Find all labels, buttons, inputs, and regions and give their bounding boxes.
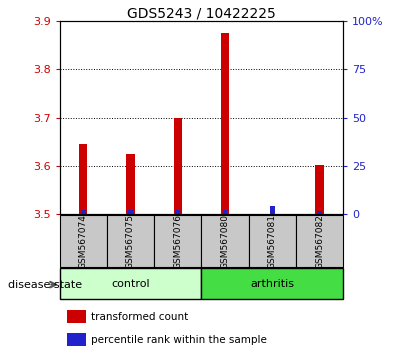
Text: transformed count: transformed count <box>91 312 188 322</box>
Bar <box>154 215 201 267</box>
Text: GSM567081: GSM567081 <box>268 213 277 269</box>
Bar <box>175 210 180 214</box>
Bar <box>223 210 227 214</box>
Text: disease state: disease state <box>8 280 82 290</box>
Text: GSM567080: GSM567080 <box>221 213 229 269</box>
Text: percentile rank within the sample: percentile rank within the sample <box>91 335 267 345</box>
Bar <box>317 211 322 214</box>
Bar <box>79 144 88 214</box>
Text: GSM567074: GSM567074 <box>79 213 88 269</box>
Text: GSM567075: GSM567075 <box>126 213 135 269</box>
Bar <box>107 215 154 267</box>
Text: GSM567082: GSM567082 <box>315 213 324 269</box>
Title: GDS5243 / 10422225: GDS5243 / 10422225 <box>127 6 276 20</box>
Bar <box>60 215 107 267</box>
Bar <box>67 310 86 323</box>
Bar <box>67 333 86 346</box>
Bar <box>201 268 343 299</box>
Text: GSM567076: GSM567076 <box>173 213 182 269</box>
Bar <box>173 118 182 214</box>
Bar <box>128 210 133 214</box>
Text: control: control <box>111 279 150 289</box>
Bar <box>81 210 85 214</box>
Bar <box>315 165 324 214</box>
Bar <box>249 215 296 267</box>
Bar <box>126 154 135 214</box>
Bar <box>60 268 201 299</box>
Bar <box>270 206 275 214</box>
Bar <box>221 33 229 214</box>
Text: arthritis: arthritis <box>250 279 294 289</box>
Bar <box>201 215 249 267</box>
Bar <box>296 215 343 267</box>
